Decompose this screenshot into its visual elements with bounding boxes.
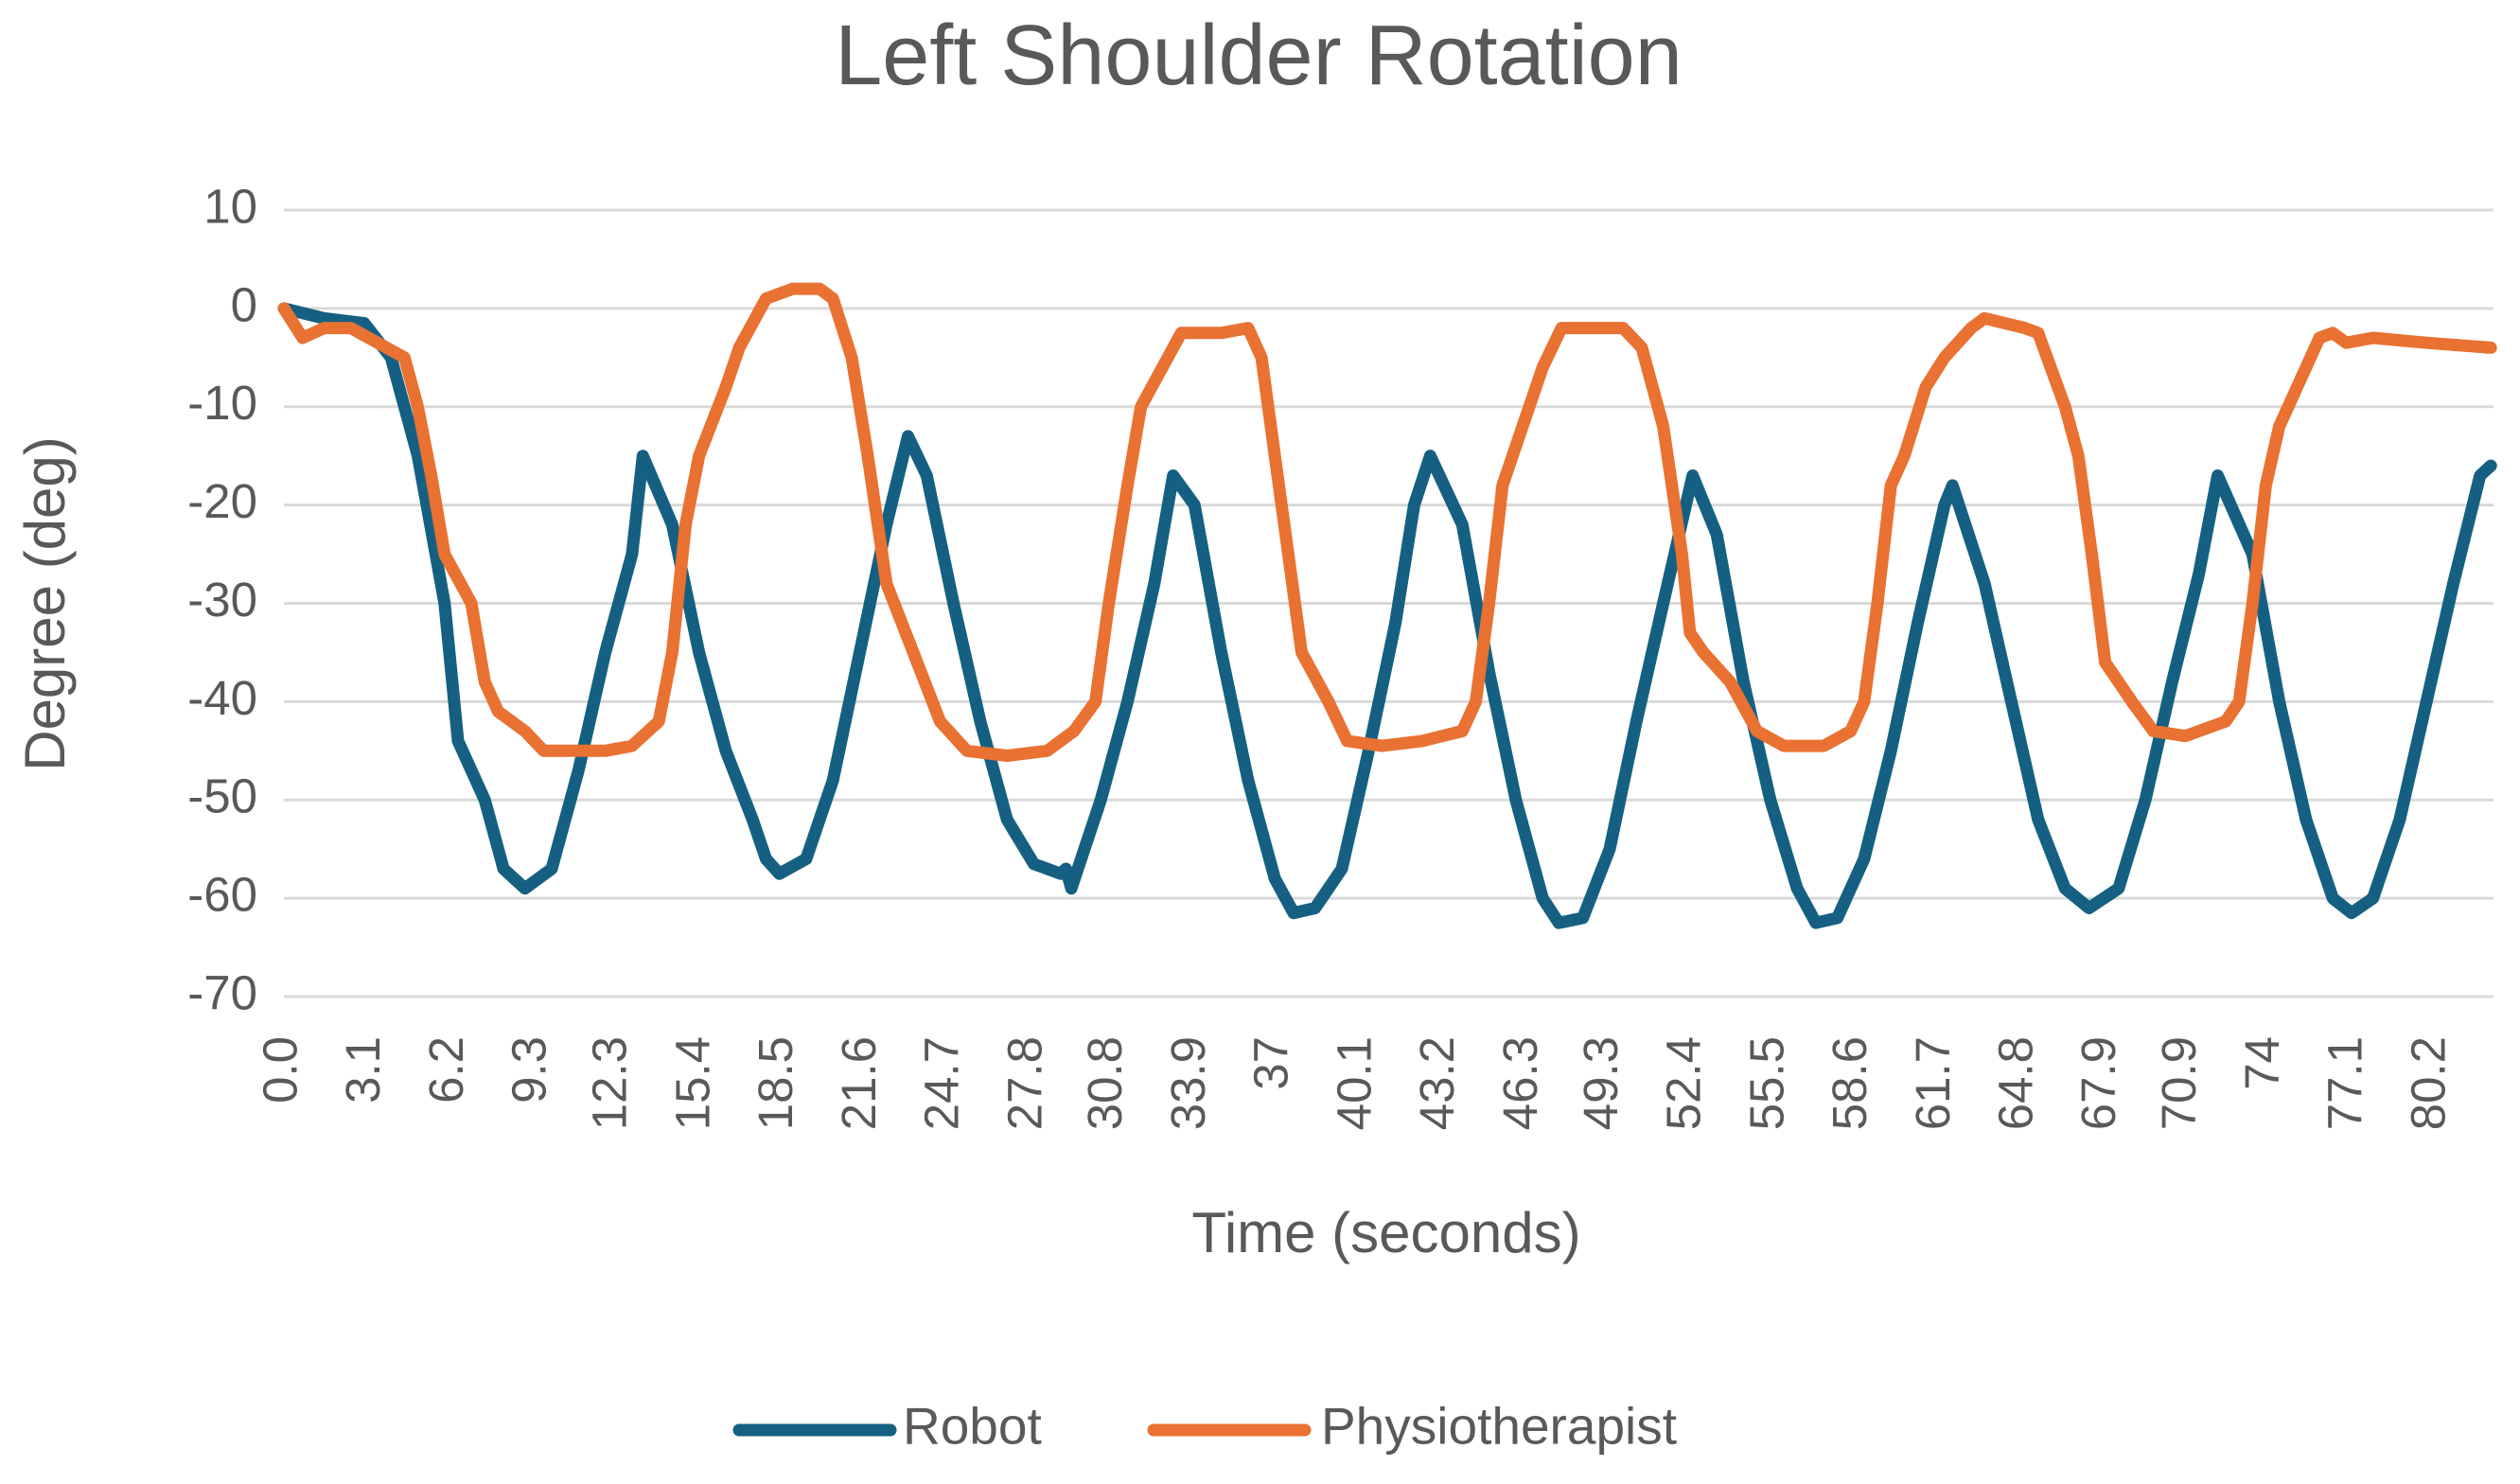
- y-tick-label: -30: [187, 573, 257, 627]
- y-tick-label: 0: [231, 277, 257, 331]
- x-tick-label: 0.0: [253, 1036, 307, 1104]
- legend-label: Robot: [903, 1397, 1042, 1456]
- x-tick-label: 18.5: [749, 1036, 802, 1130]
- series-line: [277, 282, 2497, 762]
- x-tick-label: 55.5: [1739, 1036, 1793, 1130]
- x-tick-label: 21.6: [832, 1036, 886, 1130]
- x-tick-label: 30.8: [1078, 1036, 1132, 1130]
- y-tick-label: 10: [203, 179, 257, 233]
- y-tick-label: -60: [187, 868, 257, 922]
- chart-title: Left Shoulder Rotation: [835, 9, 1683, 103]
- x-tick-label: 12.3: [583, 1036, 637, 1130]
- y-tick-label: -50: [187, 769, 257, 823]
- y-axis-title: Degree (deg): [13, 436, 77, 771]
- x-tick-label: 64.8: [1989, 1036, 2043, 1130]
- x-tick-label: 24.7: [915, 1036, 969, 1130]
- x-tick-label: 49.3: [1574, 1036, 1628, 1130]
- x-axis-title: Time (seconds): [1191, 1201, 1580, 1264]
- x-tick-label: 15.4: [665, 1036, 719, 1130]
- x-tick-label: 37: [1244, 1036, 1298, 1090]
- series-line: [277, 302, 2497, 929]
- x-tick-label: 67.9: [2071, 1036, 2125, 1130]
- x-tick-label: 52.4: [1657, 1036, 1711, 1130]
- legend-label: Physiotherapist: [1321, 1397, 1677, 1456]
- x-tick-label: 46.3: [1493, 1036, 1547, 1130]
- y-tick-label: -70: [187, 965, 257, 1019]
- x-tick-label: 77.1: [2318, 1036, 2372, 1130]
- x-tick-label: 27.8: [997, 1036, 1051, 1130]
- y-tick-label: -40: [187, 671, 257, 725]
- x-tick-label: 33.9: [1161, 1036, 1215, 1130]
- x-tick-label: 70.9: [2152, 1036, 2206, 1130]
- x-tick-label: 58.6: [1823, 1036, 1877, 1130]
- x-tick-label: 74: [2235, 1036, 2289, 1090]
- x-tick-label: 6.2: [419, 1036, 473, 1104]
- x-tick-label: 80.2: [2401, 1036, 2455, 1130]
- x-tick-label: 61.7: [1906, 1036, 1960, 1130]
- x-tick-label: 43.2: [1410, 1036, 1464, 1130]
- x-tick-label: 3.1: [336, 1036, 390, 1104]
- y-tick-label: -10: [187, 376, 257, 430]
- x-tick-label: 40.1: [1327, 1036, 1381, 1130]
- x-tick-label: 9.3: [502, 1036, 556, 1104]
- y-tick-label: -20: [187, 474, 257, 528]
